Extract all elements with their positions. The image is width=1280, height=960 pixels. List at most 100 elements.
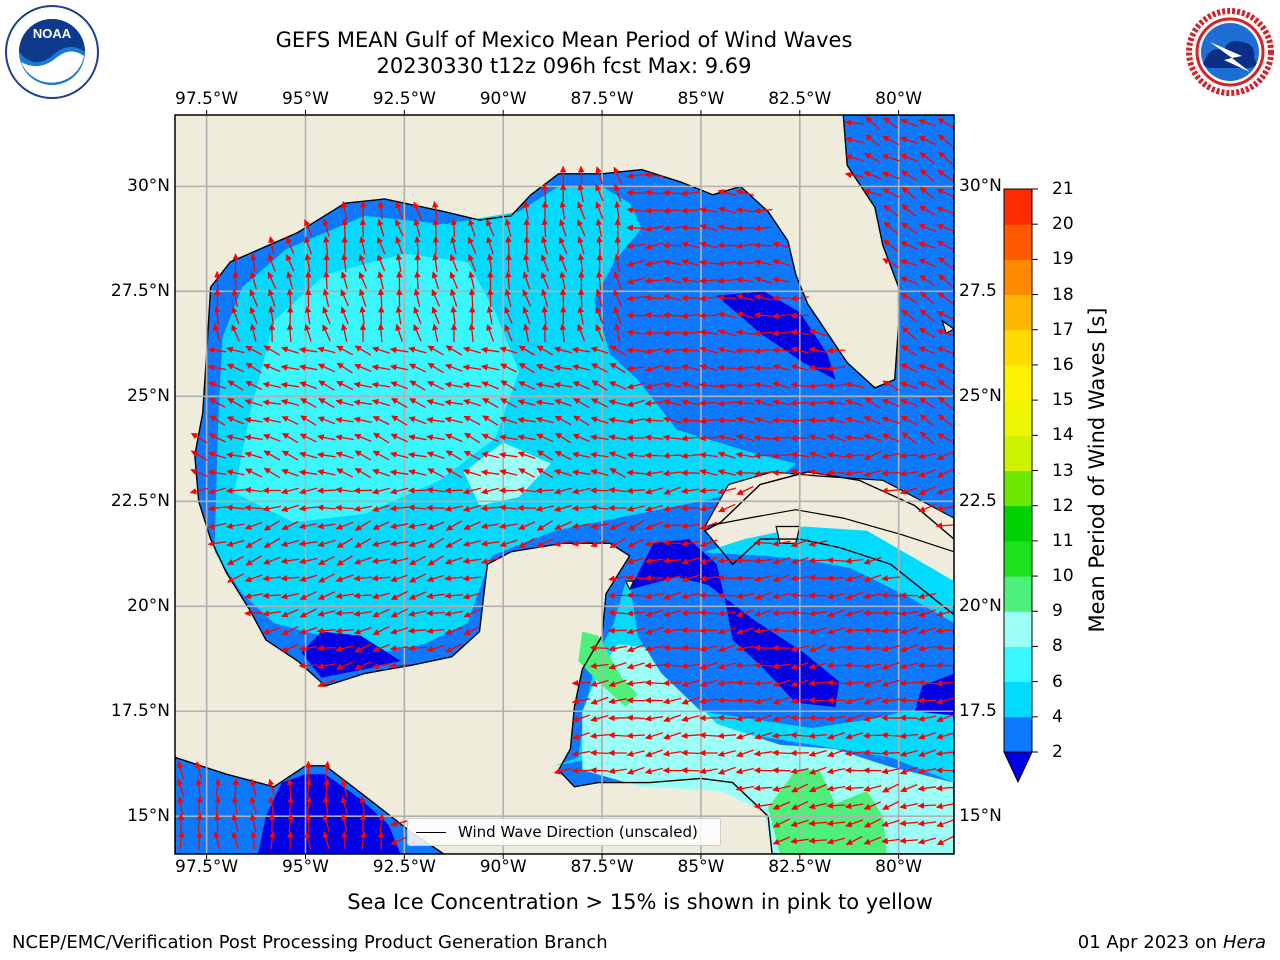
wave-arrow — [207, 505, 227, 512]
wave-arrow — [881, 749, 900, 757]
wave-arrow — [226, 416, 245, 425]
wave-arrow — [336, 380, 354, 391]
wave-arrow — [699, 241, 718, 249]
wave-arrow — [663, 714, 682, 723]
wave-arrow — [844, 750, 864, 757]
wave-arrow — [681, 574, 700, 583]
wave-arrow — [517, 486, 536, 494]
wave-arrow — [936, 328, 954, 337]
wave-arrow — [590, 714, 609, 722]
wave-arrow — [753, 539, 773, 547]
wave-arrow — [227, 573, 244, 583]
wave-arrow — [480, 364, 500, 371]
wave-arrow — [522, 271, 531, 290]
wave-arrow — [662, 522, 682, 529]
wave-arrow — [499, 539, 518, 548]
island-3 — [940, 319, 954, 335]
wave-arrow — [609, 521, 627, 530]
wave-arrow — [662, 189, 682, 197]
wave-arrow — [517, 399, 536, 406]
wave-arrow — [553, 381, 573, 389]
wave-arrow — [918, 749, 936, 758]
wave-arrow — [844, 784, 864, 792]
wave-arrow — [280, 381, 300, 389]
wave-arrow — [468, 271, 475, 290]
wave-arrow — [936, 310, 954, 321]
wave-arrow — [826, 382, 846, 389]
wave-arrow — [613, 271, 622, 290]
wave-arrow — [919, 274, 935, 287]
wave-arrow — [753, 470, 773, 477]
wave-arrow — [245, 380, 263, 391]
wave-arrow — [517, 416, 536, 424]
wave-arrow — [244, 592, 263, 600]
wave-arrow — [883, 117, 899, 129]
wave-arrow — [681, 399, 700, 406]
wave-arrow — [809, 783, 827, 793]
wave-arrow — [808, 766, 827, 775]
wave-arrow — [827, 609, 845, 618]
wave-arrow — [899, 714, 919, 722]
wave-arrow — [590, 468, 609, 477]
wave-arrow — [753, 225, 773, 232]
wave-arrow — [427, 555, 444, 566]
wave-arrow — [298, 505, 318, 512]
wave-arrow — [808, 592, 828, 599]
wave-arrow — [444, 610, 464, 617]
wave-arrow — [699, 732, 718, 739]
wave-arrow — [613, 306, 622, 325]
wave-arrow — [881, 837, 900, 845]
wave-arrow — [826, 802, 846, 809]
colorbar-tick-label: 16 — [1052, 354, 1074, 375]
wave-arrow — [826, 365, 846, 372]
wave-arrow — [808, 400, 828, 407]
wave-arrow — [317, 363, 336, 373]
wave-arrow — [573, 397, 590, 409]
colorbar-segment — [1004, 400, 1032, 436]
wave-arrow — [227, 380, 244, 391]
wave-arrow — [662, 662, 682, 669]
wave-arrow — [717, 680, 737, 687]
wave-arrow — [718, 503, 736, 513]
wave-arrow — [413, 288, 421, 307]
wave-arrow — [336, 362, 353, 374]
wave-arrow — [358, 288, 367, 307]
wave-arrow — [522, 306, 531, 325]
wave-arrow — [644, 592, 664, 600]
wave-arrow — [935, 784, 954, 792]
wave-arrow — [845, 819, 864, 828]
wave-arrow — [390, 820, 409, 827]
wave-arrow — [826, 434, 845, 442]
wave-arrow — [699, 346, 718, 354]
wave-arrow — [462, 575, 482, 582]
tick-label-top: 87.5°W — [570, 89, 634, 109]
wave-arrow — [463, 608, 481, 618]
wave-arrow — [559, 253, 568, 272]
wave-arrow — [717, 260, 736, 267]
tick-label-right: 17.5 — [959, 701, 997, 722]
wave-arrow — [717, 294, 737, 302]
wave-arrow — [262, 575, 281, 582]
wave-arrow — [535, 416, 554, 424]
wave-arrow — [444, 416, 463, 424]
wave-arrow — [863, 171, 882, 180]
wave-arrow — [444, 381, 463, 389]
wave-arrow — [590, 451, 609, 459]
wave-arrow — [699, 645, 718, 652]
wave-arrow — [753, 679, 773, 687]
wave-arrow — [772, 801, 791, 810]
wave-arrow — [772, 785, 791, 792]
wave-arrow — [340, 778, 348, 797]
wave-arrow — [323, 760, 331, 780]
wave-arrow — [844, 662, 864, 669]
wave-arrow — [917, 767, 937, 775]
wave-arrow — [717, 662, 736, 670]
wave-arrow — [662, 557, 682, 564]
wave-arrow — [595, 306, 604, 325]
wave-arrow — [608, 697, 627, 705]
wave-arrow — [244, 416, 263, 424]
wave-arrow — [590, 539, 609, 548]
wave-arrow — [316, 627, 336, 635]
wave-arrow — [596, 235, 603, 255]
colorbar-tick-label: 10 — [1052, 566, 1074, 587]
